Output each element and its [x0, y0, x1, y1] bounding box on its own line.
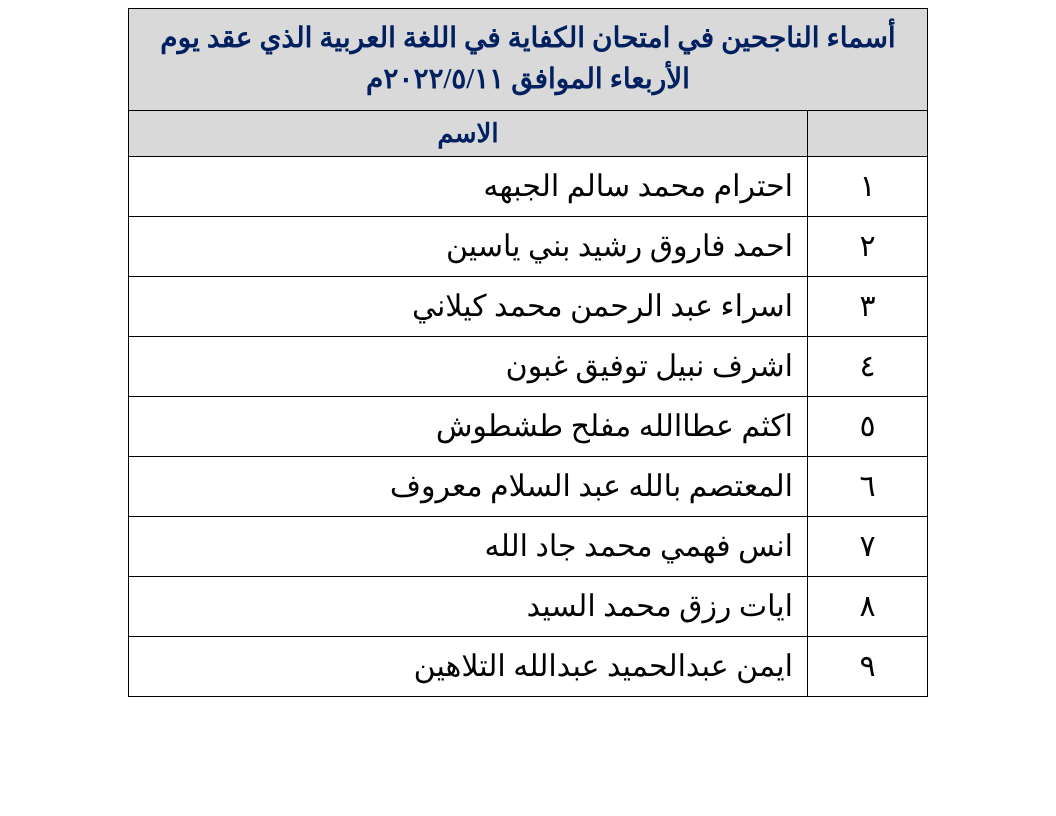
title-row: أسماء الناجحين في امتحان الكفاية في اللغ…	[129, 9, 928, 111]
results-table: أسماء الناجحين في امتحان الكفاية في اللغ…	[128, 8, 928, 697]
table-row: ٨ ايات رزق محمد السيد	[129, 577, 928, 637]
row-number: ١	[808, 157, 928, 217]
table-row: ٢ احمد فاروق رشيد بني ياسين	[129, 217, 928, 277]
header-name-cell: الاسم	[129, 111, 808, 157]
row-name: اكثم عطاالله مفلح طشطوش	[129, 397, 808, 457]
table-row: ٤ اشرف نبيل توفيق غبون	[129, 337, 928, 397]
row-name: ايمن عبدالحميد عبدالله التلاهين	[129, 637, 808, 697]
table-row: ٦ المعتصم بالله عبد السلام معروف	[129, 457, 928, 517]
row-number: ٨	[808, 577, 928, 637]
header-number-cell	[808, 111, 928, 157]
row-name: المعتصم بالله عبد السلام معروف	[129, 457, 808, 517]
row-name: انس فهمي محمد جاد الله	[129, 517, 808, 577]
table-row: ٥ اكثم عطاالله مفلح طشطوش	[129, 397, 928, 457]
row-number: ٥	[808, 397, 928, 457]
row-name: اشرف نبيل توفيق غبون	[129, 337, 808, 397]
row-number: ٣	[808, 277, 928, 337]
row-name: اسراء عبد الرحمن محمد كيلاني	[129, 277, 808, 337]
row-number: ٧	[808, 517, 928, 577]
table-row: ٩ ايمن عبدالحميد عبدالله التلاهين	[129, 637, 928, 697]
row-number: ٦	[808, 457, 928, 517]
table-row: ٣ اسراء عبد الرحمن محمد كيلاني	[129, 277, 928, 337]
table-row: ١ احترام محمد سالم الجبهه	[129, 157, 928, 217]
table-title: أسماء الناجحين في امتحان الكفاية في اللغ…	[129, 9, 928, 111]
header-row: الاسم	[129, 111, 928, 157]
results-table-container: أسماء الناجحين في امتحان الكفاية في اللغ…	[128, 8, 928, 697]
row-number: ٢	[808, 217, 928, 277]
row-number: ٤	[808, 337, 928, 397]
row-name: ايات رزق محمد السيد	[129, 577, 808, 637]
table-row: ٧ انس فهمي محمد جاد الله	[129, 517, 928, 577]
row-name: احمد فاروق رشيد بني ياسين	[129, 217, 808, 277]
row-name: احترام محمد سالم الجبهه	[129, 157, 808, 217]
row-number: ٩	[808, 637, 928, 697]
